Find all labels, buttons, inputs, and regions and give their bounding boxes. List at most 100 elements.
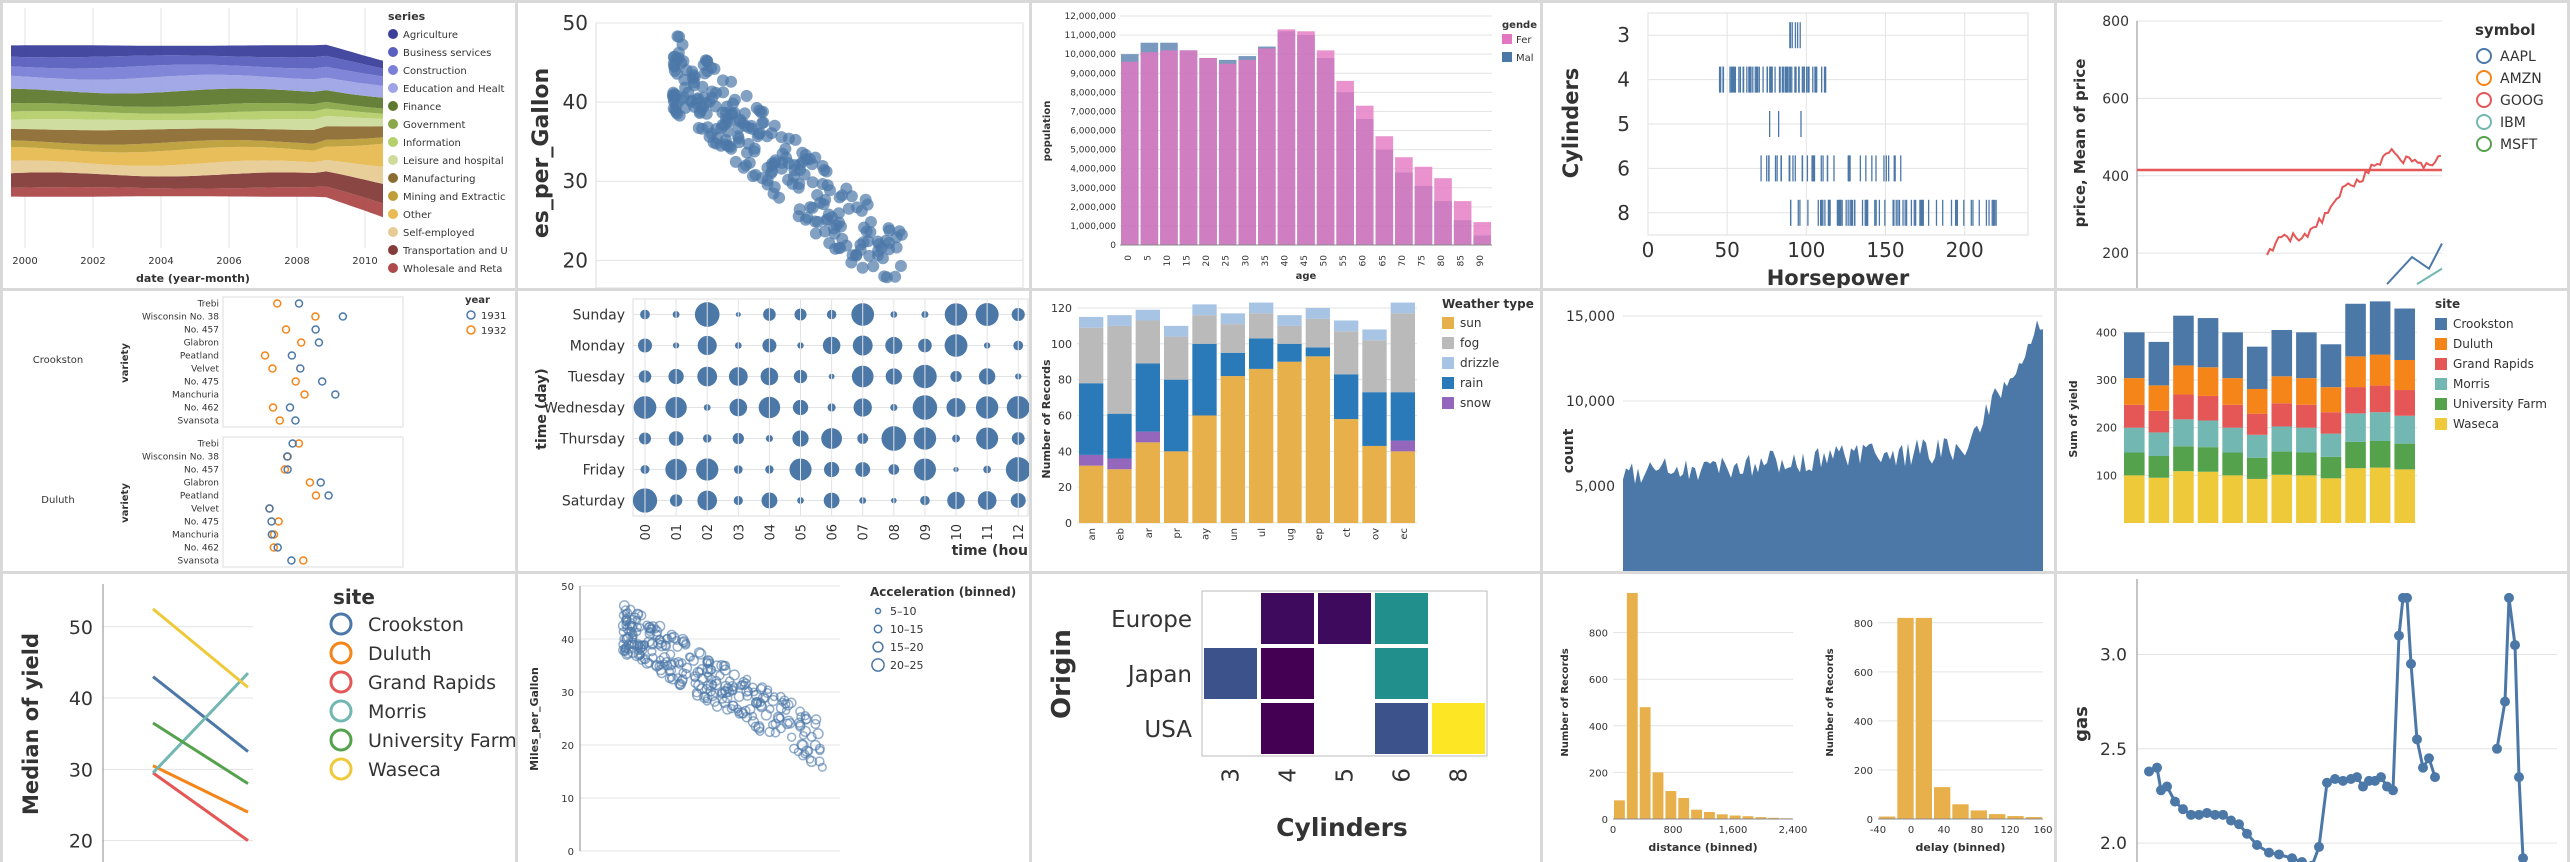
y-tick-label: 200 bbox=[2096, 422, 2117, 435]
series-line bbox=[152, 764, 249, 814]
bar-segment bbox=[1277, 343, 1302, 362]
series-line bbox=[2386, 243, 2443, 285]
bar-segment bbox=[2271, 451, 2293, 475]
legend-item: Waseca bbox=[368, 759, 441, 781]
y-tick-label: Monday bbox=[570, 339, 625, 355]
legend-item: drizzle bbox=[1460, 356, 1499, 370]
y-tick-label: 200 bbox=[2102, 246, 2129, 262]
scatter-point bbox=[825, 211, 838, 224]
histogram-bar bbox=[1626, 592, 1638, 819]
bar-segment bbox=[1192, 315, 1217, 344]
scatter-point bbox=[769, 156, 782, 169]
scatter-point bbox=[751, 130, 764, 143]
bar-segment bbox=[2320, 456, 2342, 479]
y-axis-title: price, Mean of price bbox=[2071, 59, 2089, 228]
y-axis-title: Sum of yield bbox=[2067, 380, 2080, 457]
bar-segment bbox=[2345, 356, 2366, 388]
scatter-point bbox=[806, 176, 819, 189]
y-tick-label: Glabron bbox=[184, 479, 219, 489]
x-tick-label: 4 bbox=[1276, 768, 1302, 783]
scatter-point bbox=[622, 631, 634, 643]
chart-p5: 200 400 600 800 price, Mean of price symbol AA… bbox=[2071, 14, 2544, 288]
legend-swatch bbox=[388, 83, 398, 93]
y-tick-label: Manchuria bbox=[172, 391, 219, 401]
bar-segment bbox=[1390, 302, 1415, 314]
series-line bbox=[152, 771, 249, 842]
y-tick-label: 800 bbox=[1854, 619, 1873, 630]
scatter-point bbox=[810, 718, 821, 730]
x-tick-label: 160 bbox=[2033, 825, 2052, 836]
y-tick-label: 40 bbox=[69, 688, 93, 710]
y-tick-label: 6 bbox=[1617, 156, 1630, 180]
line-point bbox=[2186, 809, 2196, 820]
legend-swatch bbox=[329, 612, 353, 636]
bar-segment bbox=[2394, 308, 2415, 361]
chart-p11: 20 30 40 50 Median of yield site Crookston Dulu… bbox=[19, 584, 515, 862]
y-tick-label: No. 462 bbox=[184, 404, 219, 414]
y-tick-label: Trebi bbox=[197, 440, 219, 450]
series-line bbox=[2266, 147, 2442, 256]
scatter-point bbox=[636, 650, 646, 660]
bar-segment bbox=[1362, 392, 1387, 446]
stream-layer bbox=[11, 126, 383, 145]
bar-segment bbox=[2148, 341, 2170, 386]
scatter-point bbox=[658, 652, 671, 664]
scatter-point bbox=[668, 631, 680, 644]
legend-item: 5–10 bbox=[890, 605, 917, 618]
dot-1932 bbox=[291, 377, 300, 386]
bar-female bbox=[1375, 136, 1394, 245]
scatter-point bbox=[871, 235, 884, 248]
scatter-point bbox=[776, 723, 786, 734]
legend-swatch bbox=[388, 227, 398, 237]
y-tick-label: 600 bbox=[1854, 668, 1873, 679]
x-axis-title: date (year-month) bbox=[136, 272, 250, 285]
bar-segment bbox=[2271, 403, 2293, 427]
y-tick-label: 3,000,000 bbox=[1070, 184, 1116, 194]
scatter-point bbox=[621, 614, 632, 625]
scatter-point bbox=[711, 701, 723, 712]
dot-1932 bbox=[311, 491, 321, 500]
stream-layer bbox=[11, 74, 383, 98]
scatter-point bbox=[781, 718, 793, 730]
scatter-point bbox=[767, 720, 778, 730]
x-tick-label: 0 bbox=[1610, 825, 1616, 836]
bar-segment bbox=[1164, 379, 1189, 452]
line-point bbox=[2152, 762, 2162, 773]
panel-count-area: 5,000 10,000 15,000 count bbox=[1543, 291, 2054, 571]
y-tick-label: 8 bbox=[1617, 201, 1630, 225]
bar-segment bbox=[1362, 445, 1387, 523]
bar-segment bbox=[1079, 327, 1104, 384]
y-axis-title: Number of Records bbox=[1040, 359, 1053, 479]
scatter-point bbox=[757, 682, 768, 693]
legend-swatch bbox=[329, 757, 353, 781]
legend-swatch bbox=[1502, 34, 1512, 44]
bar-segment bbox=[2345, 413, 2366, 442]
bar-segment bbox=[1135, 363, 1160, 432]
x-tick-label: 70 bbox=[1398, 255, 1408, 267]
stream-layer bbox=[11, 115, 383, 131]
bar-segment bbox=[1079, 316, 1104, 328]
bar-segment bbox=[2345, 468, 2366, 523]
y-tick-label: 0 bbox=[1867, 815, 1873, 826]
series-line bbox=[151, 672, 250, 774]
scatter-point bbox=[883, 224, 896, 237]
scatter-point bbox=[693, 107, 706, 120]
legend-swatch bbox=[2435, 338, 2447, 350]
bar-segment bbox=[2148, 432, 2170, 456]
y-axis-title: Cylinders bbox=[1559, 68, 1583, 179]
bar-segment bbox=[1305, 356, 1330, 523]
bar-segment bbox=[1390, 451, 1415, 523]
scatter-point bbox=[618, 639, 629, 650]
dot-1931 bbox=[296, 364, 305, 373]
dot-1931 bbox=[311, 325, 320, 334]
line-point bbox=[2274, 849, 2284, 860]
stream-layer bbox=[11, 88, 383, 109]
bar-segment bbox=[2246, 388, 2268, 414]
chart-p1: 2000 2002 2004 2006 2008 2010 date (year-month… bbox=[11, 8, 508, 285]
bar-female bbox=[1473, 222, 1491, 245]
legend-swatch bbox=[873, 624, 883, 634]
scatter-point bbox=[796, 146, 809, 159]
bar-segment bbox=[1164, 325, 1189, 337]
dot-1931 bbox=[287, 556, 296, 565]
x-tick-label: pr bbox=[1172, 527, 1183, 538]
